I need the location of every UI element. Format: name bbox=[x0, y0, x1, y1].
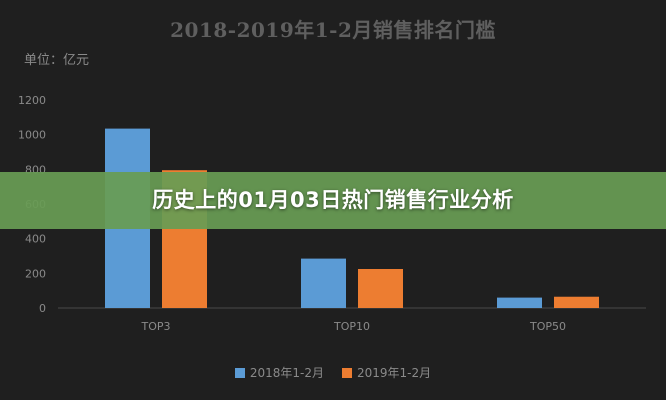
bar-2019-top50 bbox=[554, 296, 599, 308]
legend-label-2019: 2019年1-2月 bbox=[357, 366, 432, 380]
chart-title: 2018-2019年1-2月销售排名门槛 bbox=[170, 18, 496, 42]
unit-label: 单位：亿元 bbox=[24, 53, 90, 68]
legend-label-2018: 2018年1-2月 bbox=[249, 366, 324, 380]
legend-item-2019: 2019年1-2月 bbox=[342, 364, 431, 381]
x-tick-label-top50: TOP50 bbox=[529, 320, 566, 333]
legend-item-2018: 2018年1-2月 bbox=[234, 364, 324, 381]
bar-2019-top10 bbox=[358, 269, 403, 308]
y-tick-label: 1200 bbox=[18, 94, 46, 107]
y-tick-label: 1000 bbox=[18, 129, 46, 142]
x-tick-label-top10: TOP10 bbox=[333, 320, 370, 333]
banner-text: 历史上的01月03日热门销售行业分析 bbox=[152, 188, 514, 212]
y-tick-label: 400 bbox=[25, 233, 46, 246]
bar-2018-top50 bbox=[497, 297, 542, 308]
legend-swatch-2019 bbox=[342, 367, 352, 378]
x-tick-label-top3: TOP3 bbox=[140, 320, 170, 333]
overlay-banner: 历史上的01月03日热门销售行业分析 bbox=[0, 172, 666, 229]
y-tick-label: 0 bbox=[39, 302, 46, 315]
y-tick-label: 200 bbox=[25, 267, 46, 280]
legend-swatch-2018 bbox=[234, 367, 245, 378]
chart-legend: 2018年1-2月 2019年1-2月 bbox=[0, 364, 666, 381]
bar-2018-top10 bbox=[301, 258, 346, 308]
